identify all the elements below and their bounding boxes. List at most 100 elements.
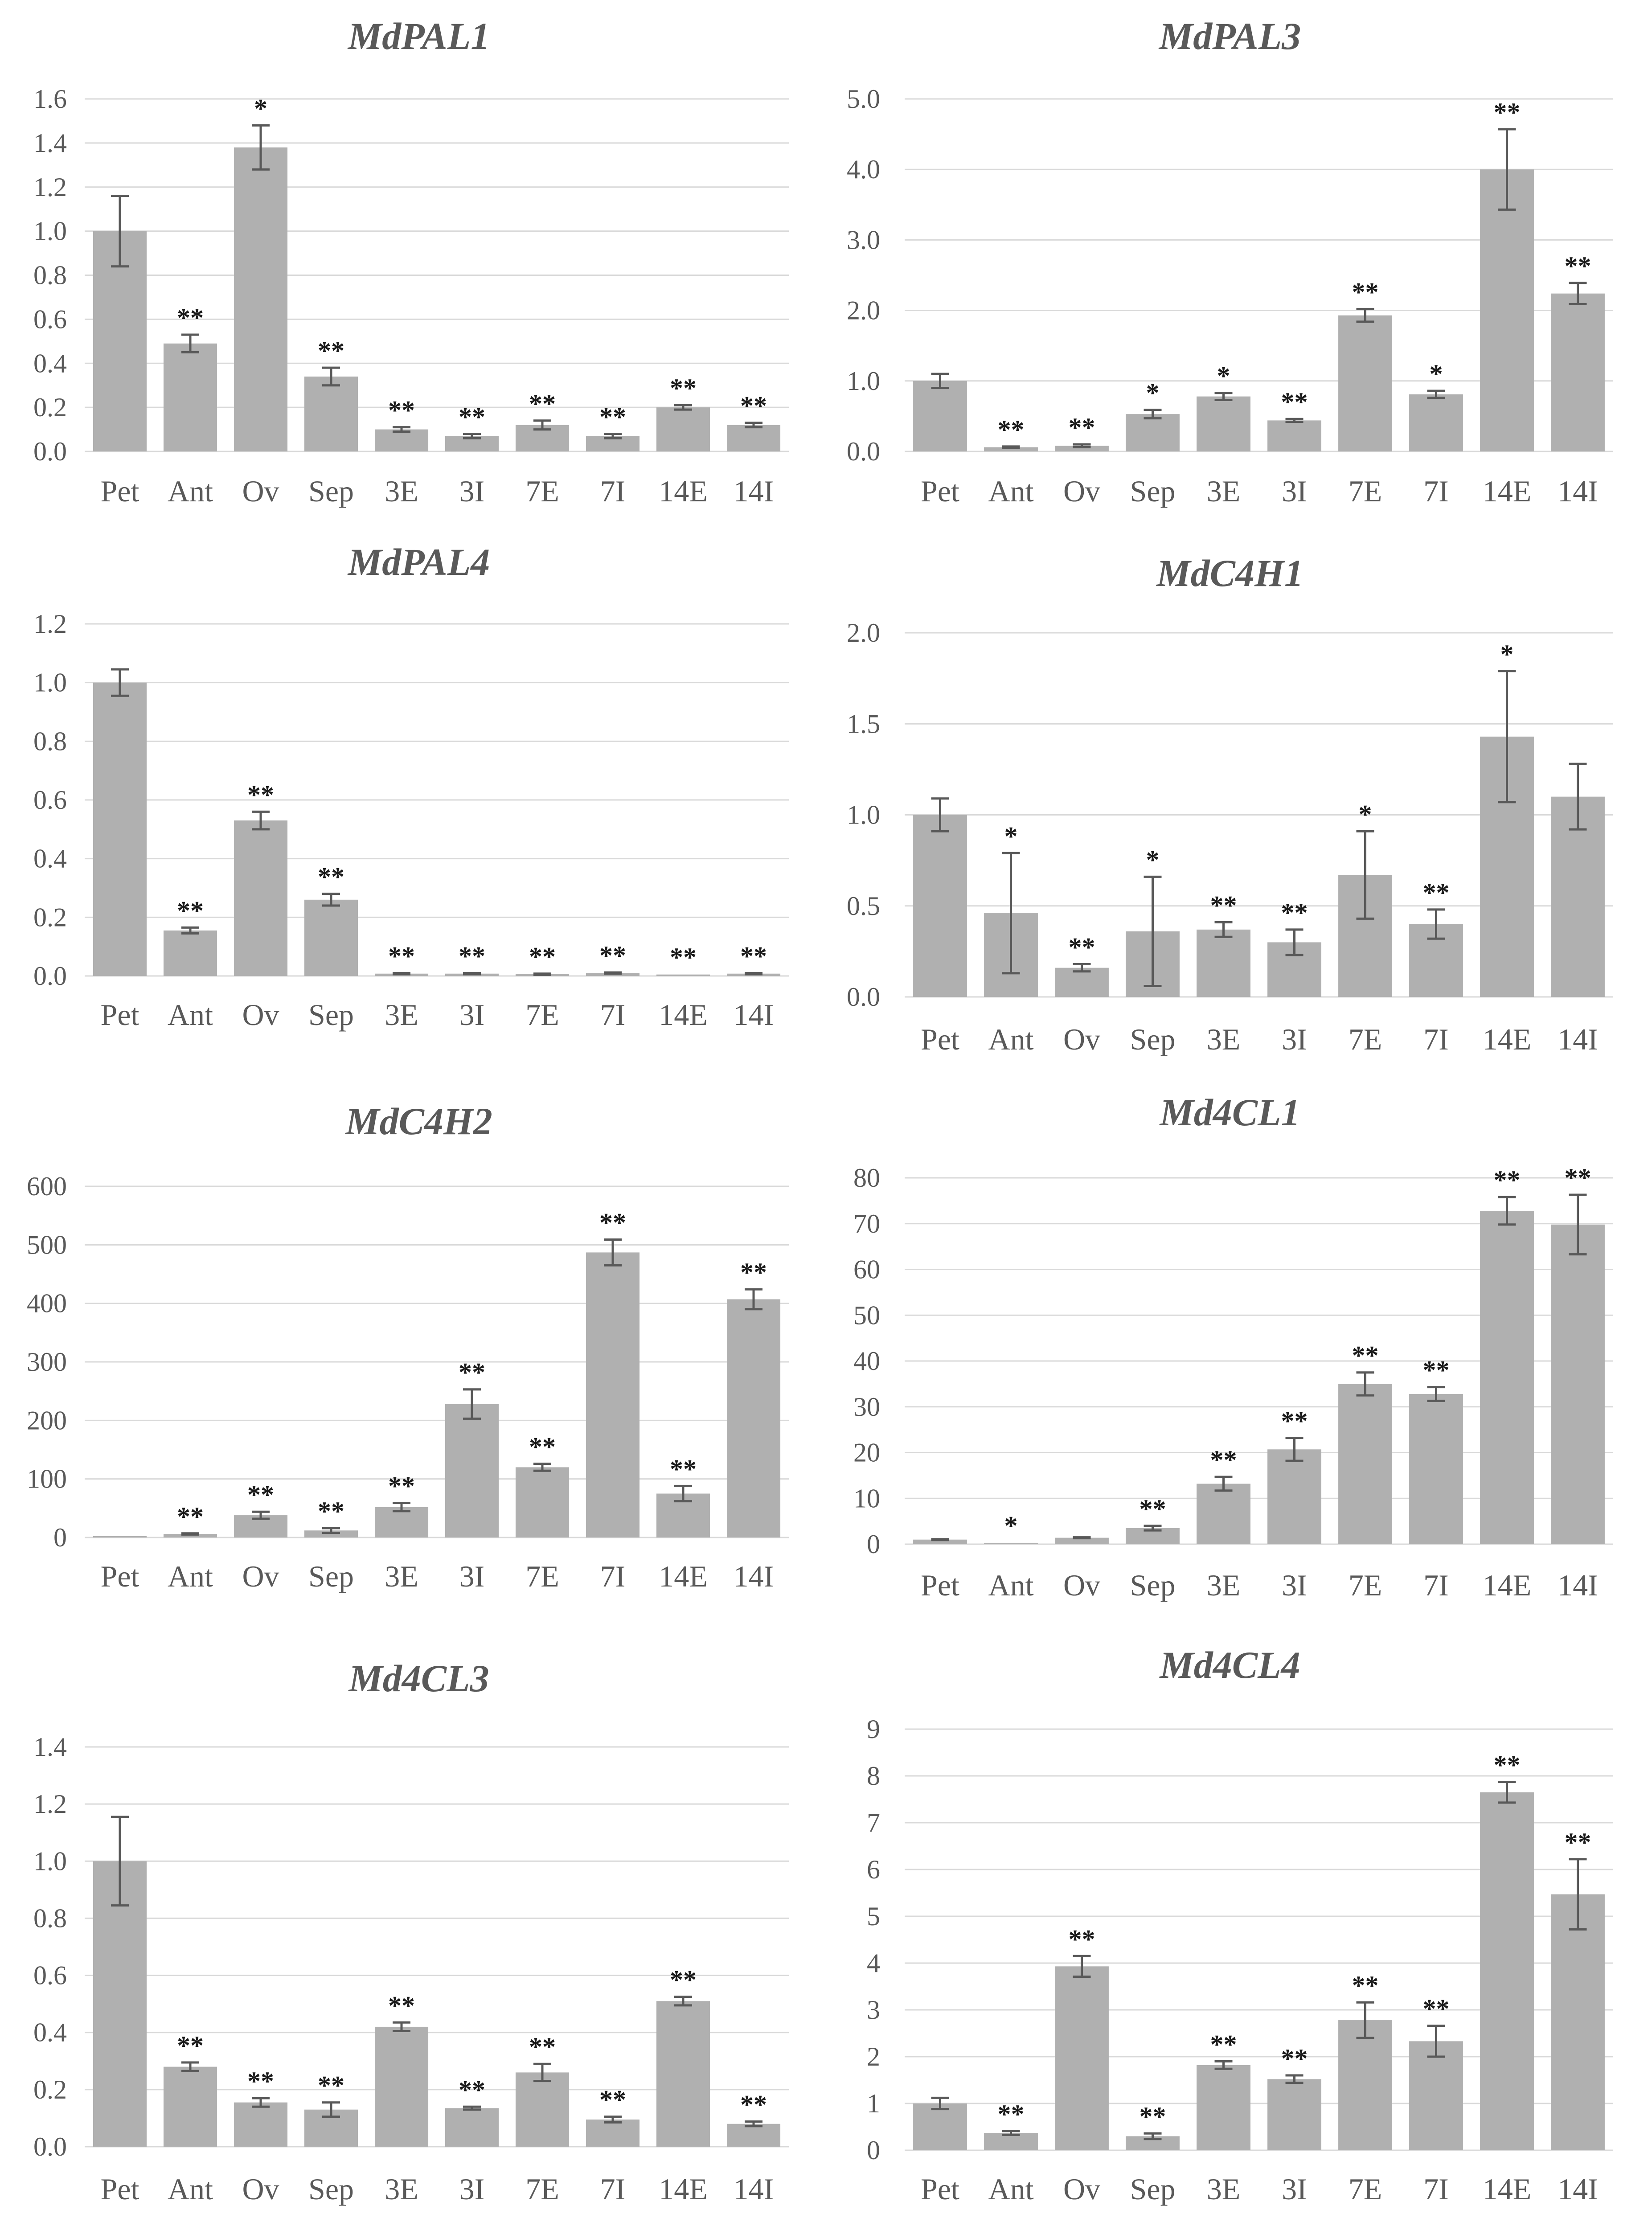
category-label: Ov bbox=[242, 1559, 279, 1593]
category-label: 14I bbox=[1558, 1568, 1598, 1602]
y-tick-label: 300 bbox=[27, 1347, 67, 1377]
significance-label: * bbox=[1004, 1511, 1018, 1540]
category-label: Pet bbox=[101, 474, 139, 508]
bar bbox=[586, 2120, 640, 2147]
significance-label: ** bbox=[1069, 1924, 1095, 1954]
category-label: 14E bbox=[1483, 474, 1532, 508]
y-tick-label: 9 bbox=[867, 1714, 880, 1744]
category-label: Ant bbox=[168, 998, 213, 1032]
chart-panel: Md4CL1 0 10 20 30 40 50 60 70 80 Pet * Ant Ov ** Sep ** 3… bbox=[853, 1091, 1613, 1602]
significance-label: ** bbox=[1423, 878, 1450, 907]
bar bbox=[93, 1536, 147, 1537]
y-tick-label: 4.0 bbox=[847, 155, 880, 184]
significance-label: ** bbox=[599, 2085, 626, 2115]
category-label: Ant bbox=[988, 2172, 1034, 2206]
category-label: Ov bbox=[242, 474, 279, 508]
category-label: 3I bbox=[459, 998, 485, 1032]
y-tick-label: 1.5 bbox=[847, 709, 880, 738]
bar bbox=[163, 2066, 217, 2147]
y-tick-label: 0.8 bbox=[33, 261, 67, 290]
chart-title: MdPAL3 bbox=[1158, 15, 1301, 57]
bar bbox=[726, 425, 781, 451]
significance-label: ** bbox=[1494, 1165, 1521, 1195]
significance-label: ** bbox=[1210, 891, 1237, 920]
significance-label: ** bbox=[998, 2099, 1025, 2129]
y-tick-label: 8 bbox=[867, 1761, 880, 1791]
bar bbox=[163, 1534, 217, 1537]
y-tick-label: 3 bbox=[867, 1995, 880, 2025]
chart-title: Md4CL3 bbox=[348, 1657, 489, 1700]
y-tick-label: 40 bbox=[853, 1346, 880, 1376]
y-tick-label: 5.0 bbox=[847, 84, 880, 114]
significance-label: ** bbox=[247, 2066, 274, 2096]
significance-label: ** bbox=[1281, 1406, 1308, 1436]
significance-label: ** bbox=[459, 402, 485, 431]
y-tick-label: 1.0 bbox=[33, 1846, 67, 1876]
y-tick-label: 7 bbox=[867, 1808, 880, 1837]
significance-label: ** bbox=[740, 1258, 767, 1287]
bar bbox=[1055, 968, 1109, 997]
category-label: 14E bbox=[659, 998, 708, 1032]
category-label: 7I bbox=[1423, 474, 1449, 508]
category-label: Pet bbox=[101, 998, 139, 1032]
category-label: Ov bbox=[242, 2172, 279, 2206]
bar bbox=[234, 2102, 288, 2147]
bar bbox=[163, 343, 217, 451]
category-label: 7I bbox=[1423, 1568, 1449, 1602]
y-tick-label: 50 bbox=[853, 1300, 880, 1330]
bar bbox=[1197, 396, 1250, 451]
category-label: 14E bbox=[659, 1559, 708, 1593]
y-tick-label: 0.6 bbox=[33, 785, 67, 815]
significance-label: * bbox=[1146, 378, 1160, 408]
bar bbox=[1551, 293, 1605, 451]
significance-label: ** bbox=[388, 1991, 415, 2020]
significance-label: ** bbox=[177, 303, 204, 332]
category-label: Ov bbox=[1063, 1022, 1100, 1056]
bar bbox=[1551, 1894, 1605, 2150]
bar bbox=[586, 1252, 640, 1537]
y-tick-label: 0 bbox=[867, 1529, 880, 1559]
category-label: 3E bbox=[385, 998, 418, 1032]
category-label: Ov bbox=[1063, 2172, 1100, 2206]
significance-label: ** bbox=[998, 415, 1025, 444]
significance-label: ** bbox=[599, 1208, 626, 1238]
bar bbox=[234, 147, 288, 451]
bar bbox=[1197, 929, 1250, 997]
category-label: Ant bbox=[988, 1568, 1034, 1602]
y-tick-label: 100 bbox=[27, 1464, 67, 1494]
category-label: 7E bbox=[525, 2172, 559, 2206]
chart-title: MdPAL1 bbox=[347, 15, 490, 57]
y-tick-label: 1.0 bbox=[33, 217, 67, 246]
significance-label: ** bbox=[177, 896, 204, 925]
category-label: 7E bbox=[1349, 1568, 1382, 1602]
y-tick-label: 80 bbox=[853, 1163, 880, 1193]
bar bbox=[913, 815, 967, 997]
bar bbox=[1338, 1384, 1392, 1544]
significance-label: ** bbox=[247, 1480, 274, 1509]
bar bbox=[1551, 1224, 1605, 1544]
significance-label: ** bbox=[318, 1496, 344, 1526]
significance-label: ** bbox=[247, 780, 274, 809]
category-label: 3I bbox=[459, 2172, 485, 2206]
chart-panel: MdC4H10.00.51.01.52.0Pet*Ant**Ov*Sep**3E… bbox=[847, 552, 1613, 1056]
category-label: 3E bbox=[1207, 1568, 1241, 1602]
bar bbox=[445, 2108, 499, 2147]
y-tick-label: 2 bbox=[867, 2042, 880, 2071]
bar bbox=[515, 2072, 570, 2147]
bar bbox=[304, 1530, 358, 1537]
bar bbox=[304, 376, 358, 451]
category-label: Sep bbox=[308, 2172, 354, 2206]
y-tick-label: 1 bbox=[867, 2089, 880, 2118]
y-tick-label: 0.6 bbox=[33, 304, 67, 334]
category-label: Pet bbox=[101, 1559, 139, 1593]
y-tick-label: 1.0 bbox=[847, 800, 880, 830]
y-tick-label: 0.0 bbox=[847, 437, 880, 466]
category-label: 3I bbox=[1282, 1568, 1307, 1602]
category-label: Ant bbox=[988, 1022, 1034, 1056]
significance-label: ** bbox=[670, 373, 697, 403]
y-tick-label: 70 bbox=[853, 1209, 880, 1238]
bar bbox=[1267, 1449, 1321, 1544]
significance-label: ** bbox=[459, 941, 485, 971]
bar bbox=[1197, 1484, 1250, 1544]
category-label: 3I bbox=[1282, 2172, 1307, 2206]
